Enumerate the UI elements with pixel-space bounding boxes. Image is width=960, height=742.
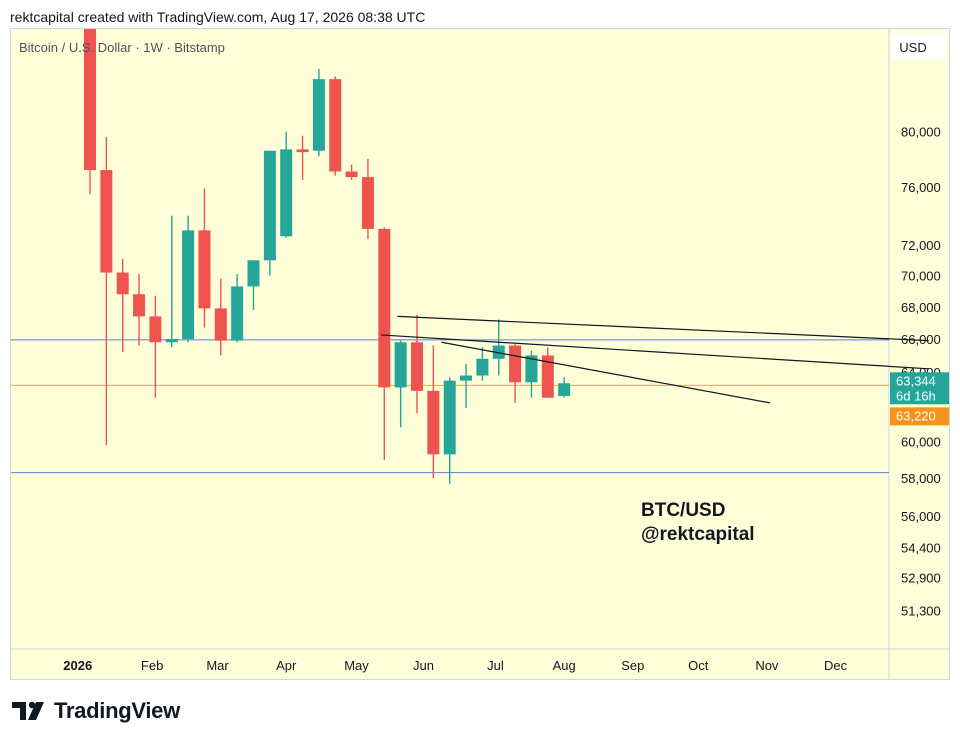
candle-up[interactable] — [460, 375, 473, 381]
price-tick-label: 70,000 — [901, 269, 941, 284]
candle-down[interactable] — [361, 177, 374, 229]
time-tick-label: Jun — [413, 658, 434, 673]
price-tick-label: 72,000 — [901, 238, 941, 253]
candle-up[interactable] — [525, 355, 538, 383]
currency-button[interactable]: USD — [899, 40, 926, 55]
time-tick-label: Aug — [553, 658, 576, 673]
candle-up[interactable] — [263, 150, 276, 261]
candle-down[interactable] — [427, 390, 440, 455]
price-tick-label: 56,000 — [901, 509, 941, 524]
candle-up[interactable] — [394, 342, 407, 388]
price-tick-label: 60,000 — [901, 435, 941, 450]
candle-up[interactable] — [312, 79, 325, 151]
candle-down[interactable] — [214, 308, 227, 341]
chart-frame[interactable]: Bitcoin / U.S. Dollar · 1W · Bitstamp USD… — [10, 28, 950, 680]
candle-down[interactable] — [345, 171, 358, 178]
candle-up[interactable] — [182, 230, 195, 339]
symbol-description: Bitcoin / U.S. Dollar · 1W · Bitstamp — [19, 40, 225, 55]
trendline-upper — [397, 315, 929, 342]
candle-up[interactable] — [247, 260, 260, 287]
tradingview-brand: TradingView — [54, 698, 180, 723]
trendline-steep — [441, 341, 771, 404]
candle-up[interactable] — [476, 358, 489, 376]
candle-down[interactable] — [100, 170, 113, 273]
candle-down[interactable] — [198, 230, 211, 309]
candle-up[interactable] — [165, 339, 178, 343]
time-tick-label: Oct — [688, 658, 709, 673]
trendline-middle — [380, 334, 929, 370]
price-tick-label: 68,000 — [901, 300, 941, 315]
price-tag-bg — [890, 372, 949, 405]
candle-up[interactable] — [492, 345, 505, 359]
candle-down[interactable] — [509, 345, 522, 383]
price-tick-label: 66,000 — [901, 332, 941, 347]
candle-up[interactable] — [231, 286, 244, 341]
price-tag-countdown: 6d 16h — [896, 388, 936, 403]
candle-up[interactable] — [443, 380, 456, 455]
candle-down[interactable] — [296, 149, 309, 153]
time-tick-label: Sep — [621, 658, 644, 673]
candle-down[interactable] — [541, 355, 554, 398]
candle-down[interactable] — [149, 316, 162, 343]
candle-down[interactable] — [84, 29, 96, 171]
price-tag-label: 63,344 — [896, 373, 936, 388]
chart-annotation-line: @rektcapital — [641, 524, 755, 545]
time-tick-label: Apr — [276, 658, 297, 673]
candle-down[interactable] — [116, 272, 129, 295]
price-tick-label: 58,000 — [901, 471, 941, 486]
price-tag-bg — [890, 407, 949, 426]
candle-down[interactable] — [329, 79, 342, 172]
btc-weekly-chart[interactable]: Bitcoin / U.S. Dollar · 1W · Bitstamp USD… — [11, 29, 950, 680]
tradingview-logo-icon — [12, 701, 44, 720]
price-tick-label: 80,000 — [901, 125, 941, 140]
candle-up[interactable] — [280, 149, 293, 237]
candle-down[interactable] — [378, 228, 391, 388]
time-tick-label: Nov — [755, 658, 779, 673]
price-tick-label: 52,900 — [901, 570, 941, 585]
price-tag-label: 63,220 — [896, 408, 936, 423]
currency-button-bg — [891, 34, 946, 60]
tradingview-footer: TradingView — [12, 697, 180, 725]
chart-attribution: rektcapital created with TradingView.com… — [10, 9, 426, 25]
candle-up[interactable] — [558, 383, 571, 396]
candle-down[interactable] — [411, 342, 423, 391]
time-tick-label: 2026 — [63, 658, 92, 673]
chart-annotation-line: BTC/USD — [641, 500, 725, 521]
candle-down[interactable] — [133, 294, 146, 317]
time-tick-label: Feb — [141, 658, 163, 673]
time-tick-label: Jul — [487, 658, 504, 673]
price-tick-label: 54,400 — [901, 540, 941, 555]
time-tick-label: Dec — [824, 658, 848, 673]
time-tick-label: Mar — [206, 658, 229, 673]
price-tick-label: 76,000 — [901, 180, 941, 195]
price-tick-label: 51,300 — [901, 604, 941, 619]
time-tick-label: May — [344, 658, 369, 673]
candles-group — [84, 29, 571, 484]
